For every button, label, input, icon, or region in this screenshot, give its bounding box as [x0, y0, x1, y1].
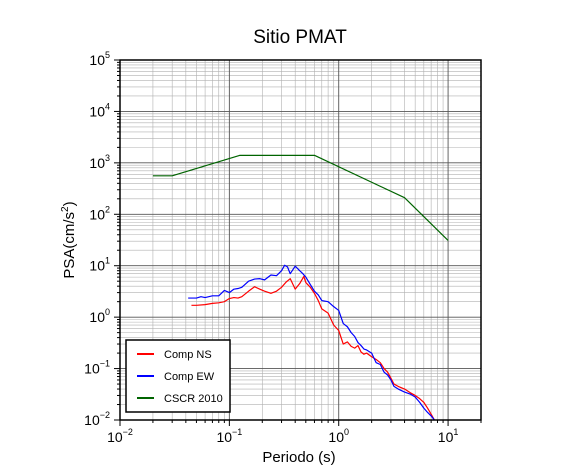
series-cscr-2010 [152, 154, 449, 241]
y-tick-label: 101 [89, 256, 110, 274]
y-tick-label: 105 [89, 50, 110, 68]
series-comp-ns [191, 275, 435, 420]
y-tick-label: 10−2 [84, 410, 110, 428]
x-tick-label: 100 [328, 427, 349, 445]
legend-comp-ns-label: Comp NS [164, 349, 212, 361]
legend: Comp NS Comp EW CSCR 2010 [125, 339, 231, 413]
x-tick-label: 10−2 [107, 427, 133, 445]
y-tick-label: 100 [89, 307, 110, 325]
y-axis-label-end: ) [61, 201, 78, 206]
series-comp-ew [188, 264, 435, 420]
legend-comp-ew-label: Comp EW [164, 371, 215, 383]
y-tick-label: 104 [89, 101, 110, 119]
y-axis-label-base: PSA(cm/s [61, 212, 78, 279]
series-layer [152, 154, 449, 420]
legend-items: Comp NS Comp EW CSCR 2010 [137, 349, 223, 405]
x-tick-label: 10−1 [216, 427, 242, 445]
x-tick-label: 101 [438, 427, 459, 445]
y-tick-labels: 10−2 10−1 100 101 102 103 104 105 [84, 50, 110, 428]
y-axis-label: PSA(cm/s2) [60, 201, 78, 278]
legend-cscr-2010-label: CSCR 2010 [164, 393, 223, 405]
y-tick-label: 102 [89, 204, 110, 222]
y-tick-label: 103 [89, 153, 110, 171]
y-axis-label-sup: 2 [60, 206, 71, 212]
x-axis-label: Periodo (s) [262, 449, 335, 466]
chart-title: Sitio PMAT [253, 27, 347, 48]
tick-marks [114, 59, 482, 426]
y-tick-label: 10−1 [84, 359, 110, 377]
plot-frame [119, 59, 482, 421]
x-tick-labels: 10−2 10−1 100 101 [107, 427, 458, 445]
grid-minor [120, 60, 482, 420]
